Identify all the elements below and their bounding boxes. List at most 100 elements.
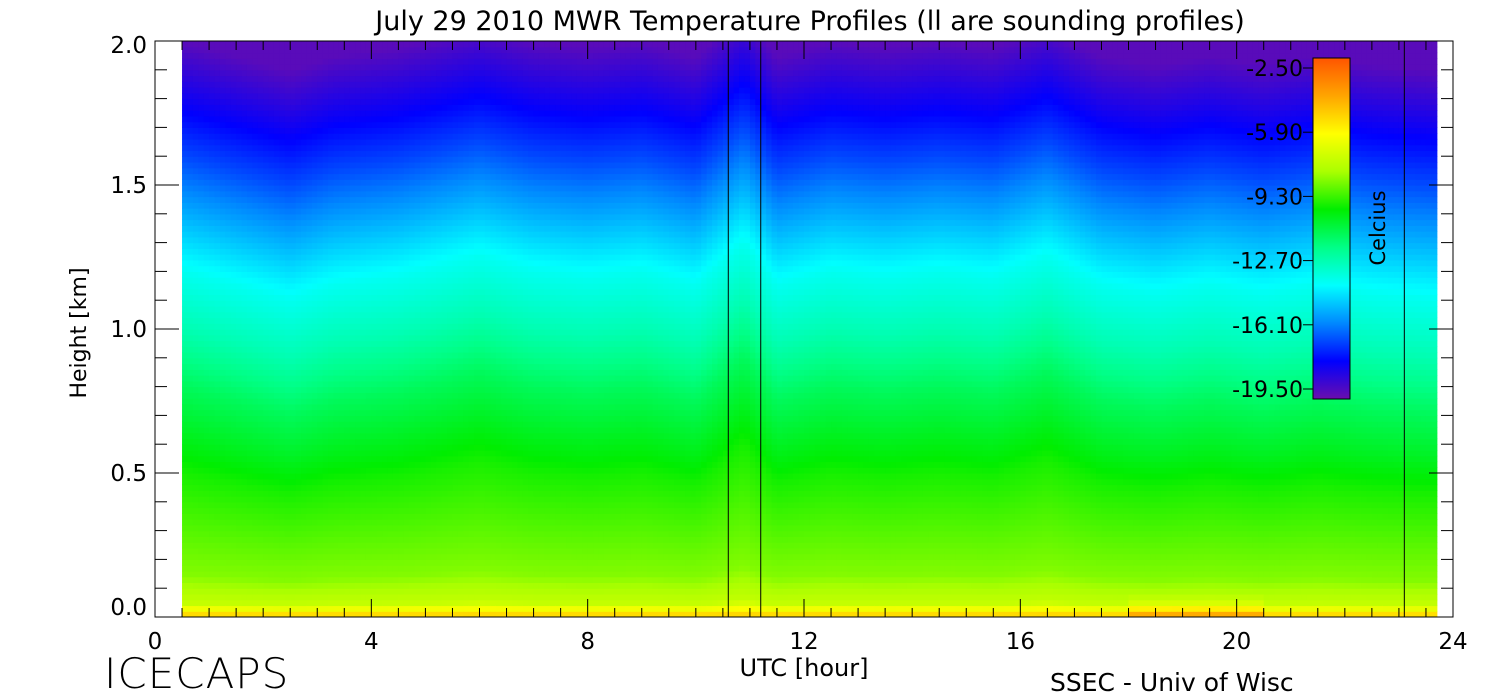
heatmap-cell xyxy=(274,364,280,370)
heatmap-cell xyxy=(306,369,312,375)
heatmap-cell xyxy=(420,600,426,606)
heatmap-cell xyxy=(425,300,431,306)
heatmap-cell xyxy=(355,433,361,439)
heatmap-cell xyxy=(296,398,302,404)
heatmap-cell xyxy=(301,254,307,260)
heatmap-cell xyxy=(382,594,388,600)
heatmap-cell xyxy=(366,168,372,174)
heatmap-cell xyxy=(242,433,248,439)
heatmap-cell xyxy=(361,76,367,82)
heatmap-cell xyxy=(204,525,210,531)
heatmap-cell xyxy=(442,588,448,594)
heatmap-cell xyxy=(247,41,253,47)
heatmap-cell xyxy=(323,220,329,226)
heatmap-cell xyxy=(301,346,307,352)
heatmap-cell xyxy=(339,519,345,525)
heatmap-cell xyxy=(355,531,361,537)
heatmap-cell xyxy=(382,490,388,496)
heatmap-cell xyxy=(425,496,431,502)
heatmap-cell xyxy=(425,444,431,450)
heatmap-cell xyxy=(371,508,377,514)
heatmap-cell xyxy=(404,415,410,421)
heatmap-cell xyxy=(361,381,367,387)
heatmap-cell xyxy=(279,260,285,266)
heatmap-cell xyxy=(236,260,242,266)
heatmap-cell xyxy=(306,415,312,421)
heatmap-cell xyxy=(382,404,388,410)
heatmap-cell xyxy=(220,381,226,387)
heatmap-cell xyxy=(339,214,345,220)
heatmap-cell xyxy=(274,542,280,548)
heatmap-cell xyxy=(371,127,377,133)
heatmap-cell xyxy=(317,387,323,393)
heatmap-cell xyxy=(296,456,302,462)
heatmap-cell xyxy=(344,300,350,306)
heatmap-cell xyxy=(388,554,394,560)
heatmap-cell xyxy=(220,341,226,347)
heatmap-cell xyxy=(263,64,269,70)
heatmap-cell xyxy=(236,381,242,387)
heatmap-cell xyxy=(339,81,345,87)
heatmap-cell xyxy=(252,208,258,214)
heatmap-cell xyxy=(242,605,248,611)
heatmap-cell xyxy=(242,473,248,479)
heatmap-cell xyxy=(323,473,329,479)
heatmap-cell xyxy=(388,145,394,151)
heatmap-cell xyxy=(317,398,323,404)
heatmap-cell xyxy=(447,398,453,404)
heatmap-cell xyxy=(328,605,334,611)
heatmap-cell xyxy=(333,64,339,70)
heatmap-cell xyxy=(209,536,215,542)
heatmap-cell xyxy=(317,536,323,542)
heatmap-cell xyxy=(350,93,356,99)
heatmap-cell xyxy=(312,208,318,214)
heatmap-cell xyxy=(296,104,302,110)
heatmap-cell xyxy=(236,392,242,398)
heatmap-cell xyxy=(290,156,296,162)
heatmap-cell xyxy=(209,156,215,162)
heatmap-cell xyxy=(436,58,442,64)
heatmap-cell xyxy=(198,335,204,341)
heatmap-cell xyxy=(371,485,377,491)
heatmap-cell xyxy=(333,168,339,174)
heatmap-cell xyxy=(355,93,361,99)
heatmap-cell xyxy=(225,122,231,128)
heatmap-cell xyxy=(431,461,437,467)
heatmap-cell xyxy=(344,127,350,133)
heatmap-cell xyxy=(344,369,350,375)
heatmap-cell xyxy=(193,433,199,439)
heatmap-cell xyxy=(236,306,242,312)
heatmap-cell xyxy=(377,225,383,231)
heatmap-cell xyxy=(285,346,291,352)
heatmap-cell xyxy=(225,260,231,266)
heatmap-cell xyxy=(393,76,399,82)
heatmap-cell xyxy=(344,122,350,128)
heatmap-cell xyxy=(312,231,318,237)
heatmap-cell xyxy=(371,122,377,128)
heatmap-cell xyxy=(274,47,280,53)
heatmap-cell xyxy=(252,433,258,439)
heatmap-cell xyxy=(317,525,323,531)
heatmap-cell xyxy=(312,225,318,231)
heatmap-cell xyxy=(447,358,453,364)
heatmap-cell xyxy=(236,456,242,462)
heatmap-cell xyxy=(328,496,334,502)
heatmap-cell xyxy=(290,352,296,358)
heatmap-cell xyxy=(355,197,361,203)
heatmap-cell xyxy=(252,214,258,220)
heatmap-cell xyxy=(377,398,383,404)
heatmap-cell xyxy=(425,404,431,410)
heatmap-cell xyxy=(333,467,339,473)
heatmap-cell xyxy=(436,116,442,122)
heatmap-cell xyxy=(187,444,193,450)
heatmap-cell xyxy=(393,427,399,433)
heatmap-cell xyxy=(214,220,220,226)
heatmap-cell xyxy=(388,571,394,577)
heatmap-cell xyxy=(274,317,280,323)
heatmap-cell xyxy=(193,306,199,312)
heatmap-cell xyxy=(328,237,334,243)
heatmap-cell xyxy=(333,444,339,450)
heatmap-cell xyxy=(398,329,404,335)
heatmap-cell xyxy=(198,582,204,588)
heatmap-cell xyxy=(269,277,275,283)
